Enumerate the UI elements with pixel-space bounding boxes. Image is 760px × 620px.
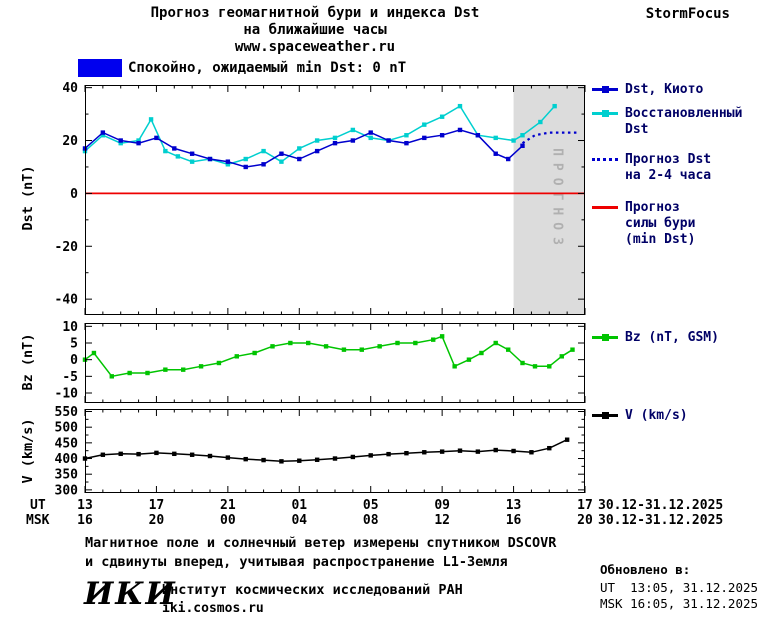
legend-label-storm: Прогноз силы бури (min Dst) bbox=[625, 200, 696, 247]
msk-x-tick-label: 20 bbox=[148, 513, 165, 528]
updated-at-label: Обновлено в: bbox=[600, 562, 691, 577]
storm-level-indicator bbox=[78, 59, 122, 77]
legend-item-restored: Восстановленный Dst bbox=[592, 106, 742, 138]
institute-site-url: iki.cosmos.ru bbox=[162, 601, 264, 616]
restored-line-swatch bbox=[592, 109, 618, 116]
forecast-dotted-line-swatch bbox=[592, 158, 618, 161]
svg-text:ПРОГНОЗ: ПРОГНОЗ bbox=[549, 148, 564, 252]
institute-name: Институт космических исследований РАН bbox=[162, 582, 463, 598]
storm-status-label: Спокойно, ожидаемый min Dst: 0 nT bbox=[128, 60, 407, 76]
ut-x-tick-label: 17 bbox=[148, 498, 165, 513]
dst-axis-label: Dst (nT) bbox=[20, 165, 36, 231]
ut-x-tick-label: 01 bbox=[291, 498, 308, 513]
data-source-note-line1: Магнитное поле и солнечный ветер измерен… bbox=[85, 535, 557, 551]
msk-x-tick-label: 00 bbox=[220, 513, 236, 528]
ut-x-tick-label: 05 bbox=[362, 498, 379, 513]
ut-x-tick-label: 21 bbox=[220, 498, 236, 513]
ut-x-tick-label: 17 bbox=[577, 498, 593, 513]
ut-row-label: UT bbox=[30, 498, 46, 513]
svg-text:550: 550 bbox=[55, 405, 79, 420]
legend-label-kyoto: Dst, Киото bbox=[625, 82, 704, 97]
svg-text:20: 20 bbox=[62, 134, 78, 149]
legend-label-bz: Bz (nT, GSM) bbox=[625, 330, 719, 345]
legend-label-restored: Восстановленный Dst bbox=[625, 106, 743, 137]
msk-x-tick-label: 12 bbox=[434, 513, 450, 528]
kyoto-line-swatch bbox=[592, 85, 618, 92]
svg-text:300: 300 bbox=[55, 483, 79, 498]
legend-item-v: V (km/s) bbox=[592, 408, 688, 424]
msk-x-tick-label: 16 bbox=[77, 513, 93, 528]
svg-text:-10: -10 bbox=[55, 387, 79, 402]
msk-x-tick-label: 08 bbox=[362, 513, 379, 528]
msk-row-label: MSK bbox=[26, 513, 50, 528]
legend-item-bz: Bz (nT, GSM) bbox=[592, 330, 719, 346]
ut-x-tick-label: 13 bbox=[77, 498, 93, 513]
updated-at-msk: MSK 16:05, 31.12.2025 bbox=[600, 596, 759, 611]
ut-x-tick-label: 09 bbox=[434, 498, 450, 513]
msk-tick-row: MSK 30.12-31.12.2025 16 20 00 04 08 12 16 20 bbox=[0, 513, 760, 529]
msk-date-range: 30.12-31.12.2025 bbox=[598, 513, 724, 528]
legend-label-forecast: Прогноз Dst на 2-4 часа bbox=[625, 152, 712, 183]
svg-text:400: 400 bbox=[55, 452, 79, 467]
bz-line-swatch bbox=[592, 333, 618, 340]
v-line-swatch bbox=[592, 411, 618, 418]
svg-text:450: 450 bbox=[55, 436, 79, 451]
msk-x-tick-label: 16 bbox=[505, 513, 522, 528]
iki-logo: ИКИ bbox=[84, 576, 177, 612]
data-source-note-line2: и сдвинуты вперед, учитывая распростране… bbox=[85, 554, 508, 570]
ut-tick-row: UT 30.12-31.12.2025 13 17 21 01 05 09 13 17 bbox=[0, 498, 760, 514]
msk-x-tick-label: 20 bbox=[577, 513, 593, 528]
ut-x-tick-label: 13 bbox=[505, 498, 522, 513]
msk-x-tick-label: 04 bbox=[291, 513, 308, 528]
svg-text:10: 10 bbox=[62, 320, 78, 335]
svg-text:350: 350 bbox=[55, 468, 79, 483]
storm-line-swatch bbox=[592, 206, 618, 209]
bz-chart: 10 50 -5 -10 bbox=[55, 320, 586, 403]
brand-name: StormFocus bbox=[645, 6, 730, 22]
data-source-note: Магнитное поле и солнечный ветер измерен… bbox=[85, 534, 556, 572]
header: Прогноз геомагнитной бури и индекса Dst … bbox=[45, 5, 585, 56]
svg-text:5: 5 bbox=[70, 337, 78, 352]
page-title-line2: на ближайшие часы bbox=[243, 22, 387, 38]
website-url: www.spaceweather.ru bbox=[234, 39, 396, 55]
ut-date-range: 30.12-31.12.2025 bbox=[598, 498, 724, 513]
page-title-line1: Прогноз геомагнитной бури и индекса Dst bbox=[150, 5, 480, 21]
legend-item-storm: Прогноз силы бури (min Dst) bbox=[592, 200, 695, 248]
svg-text:40: 40 bbox=[62, 81, 78, 96]
svg-text:-5: -5 bbox=[62, 370, 78, 385]
legend: Dst, Киото Восстановленный Dst Прогноз D… bbox=[592, 0, 760, 500]
svg-text:500: 500 bbox=[55, 421, 79, 436]
legend-item-forecast: Прогноз Dst на 2-4 часа bbox=[592, 152, 711, 184]
dst-chart: ПРОГНОЗ 40 20 0 -20 -40 bbox=[55, 81, 586, 315]
bz-axis-label: Bz (nT) bbox=[20, 333, 36, 391]
svg-text:0: 0 bbox=[70, 353, 78, 368]
svg-text:0: 0 bbox=[70, 187, 78, 202]
svg-text:-20: -20 bbox=[55, 240, 79, 255]
legend-item-kyoto: Dst, Киото bbox=[592, 82, 703, 98]
updated-at-ut: UT 13:05, 31.12.2025 bbox=[600, 580, 759, 595]
svg-text:-40: -40 bbox=[55, 293, 79, 308]
legend-label-v: V (km/s) bbox=[625, 408, 688, 423]
v-axis-label: V (km/s) bbox=[20, 418, 36, 484]
